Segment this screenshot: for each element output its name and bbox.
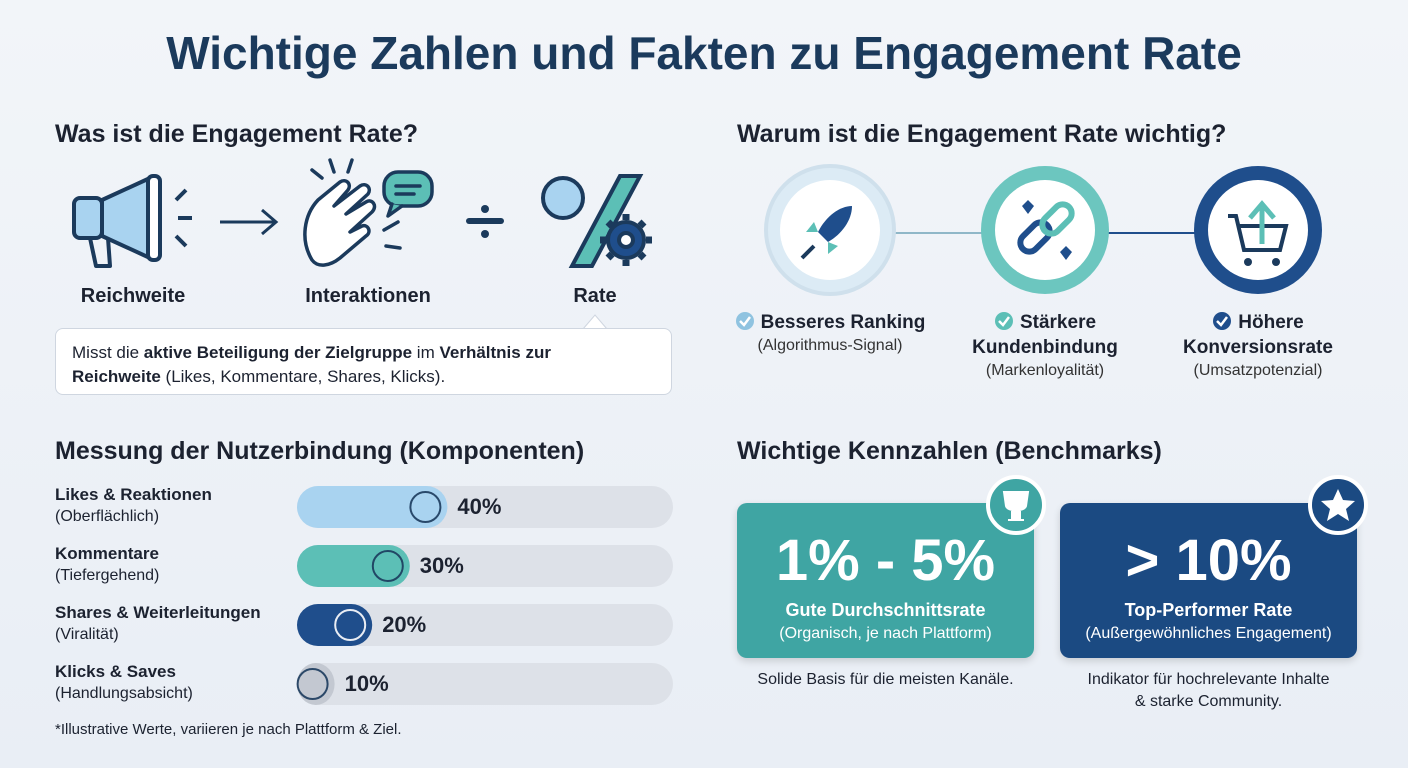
footnote: *Illustrative Werte, variieren je nach P… (55, 721, 402, 738)
component-label: Likes & Reaktionen (Oberflächlich) (55, 485, 295, 526)
bar-track (297, 604, 673, 646)
component-note: (Tiefergehend) (55, 567, 160, 584)
bar (297, 663, 335, 705)
benchmark-card: > 10% Top-Performer Rate (Außergewöhnliche… (1060, 503, 1357, 658)
section-heading: Messung der Nutzerbindung (Komponenten) (55, 437, 585, 465)
check-icon (994, 312, 1013, 330)
bar-icon (334, 609, 367, 641)
check-icon (1213, 312, 1232, 330)
benchmark-card: 1% - 5% Gute Durchschnittsrate (Organisch,… (737, 503, 1034, 658)
component-note: (Handlungsabsicht) (55, 685, 193, 702)
bar-track (297, 663, 673, 705)
conversion-icon (1194, 166, 1322, 294)
bar-icon (371, 550, 404, 582)
component-title: Kommentare (55, 544, 159, 563)
step-label: Rate (573, 285, 617, 307)
section-heading: Wichtige Kennzahlen (Benchmarks) (737, 437, 1162, 465)
importance-item: Besseres Ranking (Algorithmus-Signal) (730, 310, 930, 357)
bar (297, 486, 448, 528)
component-label: Shares & Weiterleitungen (Viralität) (55, 603, 295, 644)
importance-title: Höhere Konversionsrate (1158, 310, 1358, 360)
importance-title: Stärkere Kundenbindung (945, 310, 1145, 360)
benchmark-title: Top-Performer Rate (1124, 600, 1293, 620)
component-label: Klicks & Saves (Handlungsabsicht) (55, 662, 295, 703)
value-label: 40% (457, 494, 502, 519)
clapping-icon (303, 158, 434, 267)
component-note: (Viralität) (55, 626, 119, 643)
benchmark-caption: Solide Basis für die meisten Kanäle. (757, 671, 1014, 688)
importance-title-text: Stärkere Kundenbindung (972, 312, 1118, 358)
loyalty-icon (981, 166, 1109, 294)
definition-segment: (Likes, Kommentare, Shares, Klicks). (160, 367, 446, 386)
importance-note: (Umsatzpotenzial) (1193, 362, 1323, 379)
check-icon (735, 312, 754, 330)
importance-title: Besseres Ranking (730, 310, 930, 335)
component-title: Shares & Weiterleitungen (55, 603, 261, 622)
value-label: 20% (382, 612, 427, 637)
step-label: Reichweite (80, 285, 186, 307)
definition-segment: Verhältnis zur Reichweite (72, 343, 551, 386)
bar-icon (409, 491, 442, 523)
bar-icon (296, 668, 329, 700)
value-label: 30% (419, 553, 464, 578)
percent-icon (541, 174, 652, 268)
importance-title-text: Höhere Konversionsrate (1183, 312, 1333, 358)
definition-segment: aktive Beteiligung der Zielgruppe (143, 343, 413, 362)
importance-title-text: Besseres Ranking (760, 312, 926, 333)
divide-icon (466, 205, 504, 238)
ranking-icon (764, 164, 896, 296)
component-title: Klicks & Saves (55, 662, 176, 681)
bar (297, 545, 410, 587)
benchmark-title: Gute Durchschnittsrate (785, 600, 986, 620)
value-label: 10% (344, 671, 389, 696)
section-heading: Was ist die Engagement Rate? (55, 120, 419, 148)
definition-segment: im (412, 343, 440, 362)
importance-item: Stärkere Kundenbindung (Markenloyalität) (945, 310, 1145, 382)
benchmark-note: (Außergewöhnliches Engagement) (1085, 625, 1332, 642)
importance-note: (Markenloyalität) (985, 362, 1105, 379)
step-label: Interaktionen (305, 285, 431, 307)
definition-text: Misst die aktive Beteiligung der Zielgru… (72, 341, 592, 389)
megaphone-icon (72, 174, 192, 268)
importance-note: (Algorithmus-Signal) (757, 337, 903, 354)
component-label: Kommentare (Tiefergehend) (55, 544, 295, 585)
benchmark-caption: Indikator für hochrelevante Inhalte & st… (1087, 671, 1330, 710)
page-title: Wichtige Zahlen und Fakten zu Engagement… (166, 27, 1242, 79)
component-note: (Oberflächlich) (55, 508, 160, 525)
section-heading: Warum ist die Engagement Rate wichtig? (737, 120, 1227, 148)
definition-box: Misst die aktive Beteiligung der Zielgru… (55, 328, 672, 395)
benchmark-note: (Organisch, je nach Plattform) (779, 625, 992, 642)
benchmark-figure: > 10% (1125, 528, 1292, 593)
benchmark-figure: 1% - 5% (775, 528, 996, 593)
arrow (220, 208, 279, 236)
importance-item: Höhere Konversionsrate (Umsatzpotenzial) (1158, 310, 1358, 382)
definition-segment: Misst die (72, 343, 144, 362)
component-title: Likes & Reaktionen (55, 485, 212, 504)
